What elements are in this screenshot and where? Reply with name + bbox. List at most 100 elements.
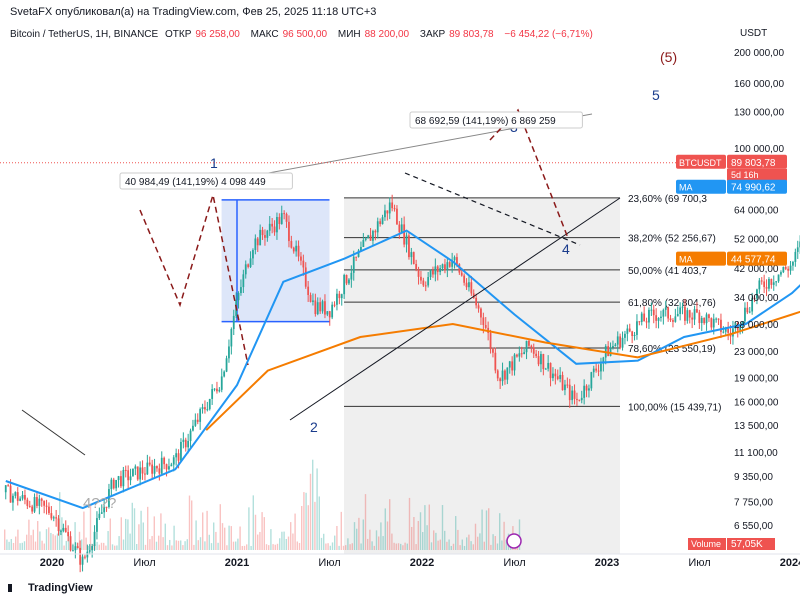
volume-bar — [351, 543, 353, 550]
candle-body — [278, 217, 281, 225]
candle-body — [220, 376, 223, 390]
candle-body — [340, 294, 343, 299]
volume-bar — [208, 534, 210, 550]
candle-body — [300, 256, 302, 261]
candle-body — [722, 331, 725, 333]
candle-body — [420, 276, 422, 281]
candle-body — [410, 252, 413, 258]
volume-bar — [371, 541, 373, 550]
candle-body — [120, 476, 122, 487]
close-value: 89 803,78 — [449, 29, 494, 40]
candle-body — [93, 531, 96, 547]
volume-bar — [202, 512, 204, 550]
candle-body — [67, 532, 70, 537]
candle-body — [544, 368, 547, 370]
candle-body — [796, 247, 799, 252]
candle-body — [792, 261, 794, 266]
candle-body — [338, 293, 341, 299]
candle-body — [532, 347, 535, 354]
volume-bar — [254, 514, 257, 550]
price-chart[interactable]: 23,60% (69 700,3 38,20% (52 256,67) 50,00%… — [0, 44, 800, 574]
volume-bar — [142, 522, 144, 550]
volume-bar — [184, 541, 186, 550]
candle-body — [268, 223, 271, 231]
volume-bar — [474, 523, 477, 550]
candle-body — [684, 306, 686, 321]
volume-bar — [151, 536, 153, 550]
candle-body — [321, 301, 324, 312]
candle-body — [240, 287, 242, 294]
candle-body — [427, 277, 430, 286]
candle-body — [79, 547, 82, 565]
candle-body — [292, 247, 295, 252]
volume-bar — [353, 522, 356, 550]
volume-bar — [452, 543, 455, 550]
candle-body — [189, 430, 192, 441]
candle-body — [112, 479, 115, 489]
volume-bar — [160, 513, 162, 550]
volume-bar — [402, 545, 404, 550]
volume-bar — [109, 518, 111, 550]
volume-bar — [147, 506, 149, 550]
candle-body — [516, 354, 518, 357]
candle-body — [374, 230, 377, 233]
volume-bar — [303, 492, 305, 550]
candle-body — [655, 315, 658, 321]
candle-body — [508, 361, 511, 368]
tv-logo-icon — [8, 584, 24, 593]
volume-bar — [103, 542, 105, 550]
candle-body — [717, 318, 720, 320]
candle-body — [403, 224, 406, 245]
candle-body — [448, 262, 451, 267]
price-tick: 130 000,00 — [734, 108, 784, 119]
time-tick: 2022 — [410, 557, 434, 569]
volume-bar — [380, 522, 382, 550]
volume-bar — [213, 522, 215, 550]
volume-bar — [217, 542, 219, 550]
candle-body — [794, 251, 797, 262]
high-value: 96 500,00 — [282, 29, 328, 40]
volume-bar — [138, 524, 140, 550]
event-marker-icon — [506, 533, 522, 549]
candle-body — [31, 506, 34, 512]
volume-bar — [259, 531, 261, 550]
low-label: МИН — [337, 29, 361, 40]
candle-body — [297, 245, 300, 257]
candle-body — [530, 345, 533, 348]
candle-body — [588, 388, 590, 391]
candle-body — [636, 321, 638, 335]
volume-bar — [34, 541, 37, 550]
candle-body — [585, 385, 588, 391]
candle-body — [768, 279, 770, 289]
candle-body — [573, 390, 576, 399]
volume-bar — [461, 539, 463, 550]
fib-level-label: 100,00% (15 439,71) — [628, 402, 721, 413]
volume-bar — [305, 492, 307, 550]
tradingview-logo[interactable]: TradingView — [8, 582, 93, 594]
candle-body — [333, 304, 336, 306]
candle-body — [57, 518, 60, 532]
volume-bar — [15, 536, 17, 550]
candle-body — [304, 267, 307, 287]
ohlc-legend: Bitcoin / TetherUS, 1H, BINANCE ОТКР 96 2… — [10, 29, 597, 40]
symbol-name[interactable]: Bitcoin / TetherUS, 1H, BINANCE — [10, 29, 159, 40]
candle-body — [288, 221, 290, 242]
candle-body — [748, 311, 751, 313]
candle-body — [528, 340, 530, 346]
candle-body — [384, 210, 386, 218]
brand-text: TradingView — [28, 582, 93, 594]
price-tick: 64 000,00 — [734, 206, 779, 217]
volume-bar — [188, 495, 191, 550]
candle-body — [309, 294, 312, 302]
candle-body — [124, 469, 127, 471]
volume-bar — [248, 507, 250, 550]
volume-bar — [265, 544, 268, 550]
candle-body — [213, 388, 216, 390]
volume-bar — [446, 541, 448, 550]
volume-bar — [186, 539, 188, 550]
candle-body — [16, 492, 19, 501]
candle-body — [535, 353, 538, 357]
volume-bar — [285, 538, 287, 550]
projection-label-bg — [409, 111, 583, 129]
volume-bar — [52, 534, 54, 550]
